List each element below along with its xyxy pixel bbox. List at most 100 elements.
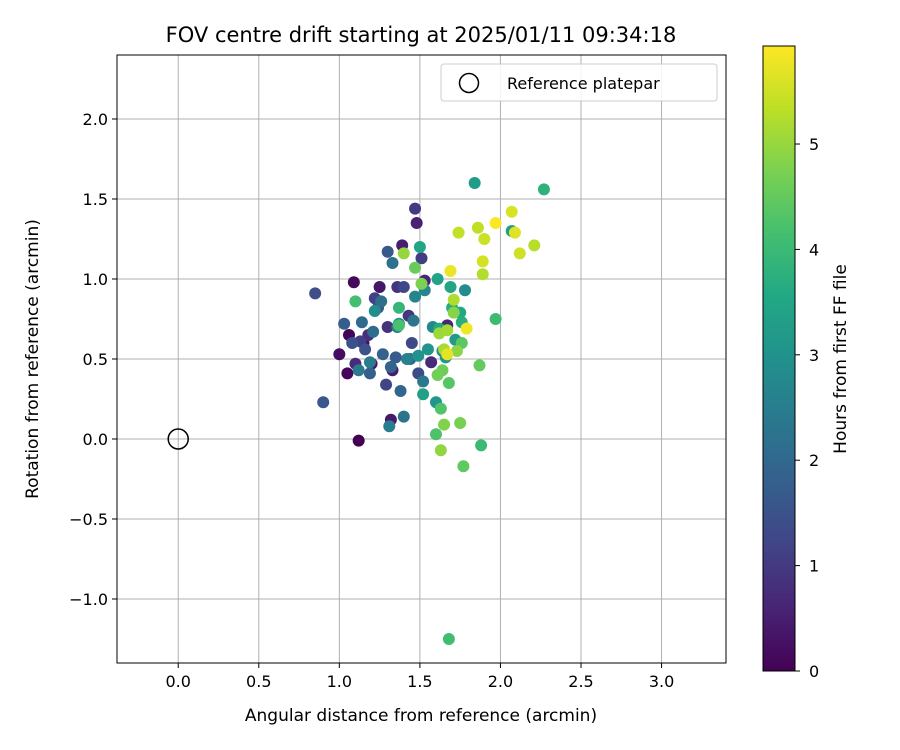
reference-marker-layer — [167, 428, 189, 450]
scatter-point — [381, 321, 394, 333]
scatter-point — [430, 428, 442, 441]
scatter-point — [505, 205, 518, 218]
scatter-point — [384, 361, 397, 373]
scatter-point — [476, 255, 489, 268]
scatter-point — [380, 378, 393, 391]
scatter-point — [489, 217, 502, 229]
scatter-point — [476, 268, 489, 281]
scatter-point — [359, 343, 372, 356]
colorbar-tick-label: 1 — [809, 557, 819, 576]
colorbar-ticks: 0 1 2 3 4 5 — [795, 135, 819, 681]
scatter-point — [415, 252, 428, 265]
scatter-point — [341, 367, 354, 380]
scatter-point — [383, 420, 396, 433]
scatter-point — [381, 245, 394, 258]
scatter-point — [376, 348, 389, 361]
scatter-point — [352, 364, 365, 377]
scatter-point — [355, 316, 368, 329]
scatter-point — [373, 281, 386, 293]
scatter-point — [513, 247, 526, 260]
x-tick-label: 2.5 — [568, 672, 593, 691]
scatter-point — [346, 337, 359, 349]
scatter-point — [471, 221, 484, 234]
scatter-point — [392, 301, 405, 314]
scatter-point — [457, 460, 470, 473]
y-axis-label: Rotation from reference (arcmin) — [23, 219, 43, 499]
scatter-point — [444, 265, 457, 277]
scatter-point — [413, 241, 426, 253]
x-tick-label: 3.0 — [649, 672, 674, 691]
scatter-point — [454, 417, 467, 429]
scatter-point — [442, 377, 455, 389]
scatter-point — [442, 633, 455, 645]
scatter-point — [405, 337, 418, 349]
scatter-points — [309, 177, 550, 645]
scatter-point — [368, 305, 381, 317]
y-tick-label: 0.5 — [83, 350, 108, 369]
y-axis-ticks: −1.0 −0.5 0.0 0.5 1.0 1.5 2.0 — [69, 110, 117, 609]
y-tick-label: 2.0 — [83, 110, 108, 129]
scatter-point — [447, 293, 460, 306]
scatter-point — [352, 434, 365, 447]
scatter-point — [444, 281, 457, 293]
colorbar-tick-label: 5 — [809, 135, 819, 154]
scatter-point — [434, 444, 447, 457]
scatter-point — [386, 257, 399, 269]
scatter-point — [409, 202, 422, 215]
scatter-point — [459, 284, 471, 297]
scatter-point — [347, 276, 360, 289]
scatter-point — [473, 359, 486, 372]
colorbar-tick-label: 0 — [809, 662, 819, 681]
scatter-point — [397, 410, 410, 423]
chart-title: FOV centre drift starting at 2025/01/11 … — [166, 23, 677, 47]
scatter-point — [389, 351, 402, 364]
scatter-point — [417, 375, 430, 388]
scatter-point — [425, 356, 438, 369]
scatter-point — [447, 306, 460, 319]
scatter-point — [367, 325, 380, 338]
scatter-point — [392, 319, 405, 332]
scatter-point — [452, 226, 465, 239]
scatter-point — [409, 290, 422, 303]
scatter-point — [431, 369, 444, 381]
scatter-point — [431, 273, 444, 285]
scatter-point — [333, 348, 346, 361]
y-tick-label: 1.5 — [83, 190, 108, 209]
scatter-point — [528, 239, 541, 252]
x-tick-label: 0.0 — [165, 672, 190, 691]
scatter-point — [394, 385, 407, 397]
scatter-point — [434, 402, 447, 415]
y-tick-label: 0.0 — [83, 430, 108, 449]
scatter-point — [401, 353, 413, 365]
y-tick-label: −1.0 — [69, 590, 108, 609]
legend-entry-reference-platepar: Reference platepar — [507, 74, 660, 93]
scatter-point — [317, 396, 330, 409]
scatter-point — [375, 295, 388, 308]
scatter-point — [468, 177, 481, 189]
plot-area: 0.0 0.5 1.0 1.5 2.0 2.5 3.0 −1.0 −0.5 0.0 0.5 1.0 1… — [69, 54, 727, 691]
scatter-point — [363, 367, 376, 380]
y-tick-label: 1.0 — [83, 270, 108, 289]
scatter-point — [309, 287, 322, 300]
scatter-point — [407, 314, 420, 327]
colorbar-gradient — [762, 45, 796, 672]
legend-reference-marker — [458, 72, 480, 94]
colorbar-tick-label: 3 — [809, 346, 819, 365]
scatter-point — [475, 439, 488, 452]
scatter-point — [412, 349, 425, 362]
scatter-point — [349, 295, 362, 308]
scatter-point — [421, 343, 434, 356]
scatter-point — [338, 317, 351, 330]
scatter-point — [441, 348, 454, 361]
scatter-point — [537, 183, 550, 196]
x-tick-label: 1.5 — [407, 672, 432, 691]
colorbar-tick-label: 2 — [809, 451, 819, 470]
scatter-point — [410, 217, 423, 229]
x-axis-ticks: 0.0 0.5 1.0 1.5 2.0 2.5 3.0 — [165, 663, 674, 691]
scatter-point — [478, 233, 491, 245]
scatter-point — [438, 418, 451, 431]
scatter-point — [450, 345, 463, 357]
legend: Reference platepar — [440, 63, 718, 102]
scatter-point — [460, 322, 473, 335]
scatter-point — [363, 356, 376, 369]
